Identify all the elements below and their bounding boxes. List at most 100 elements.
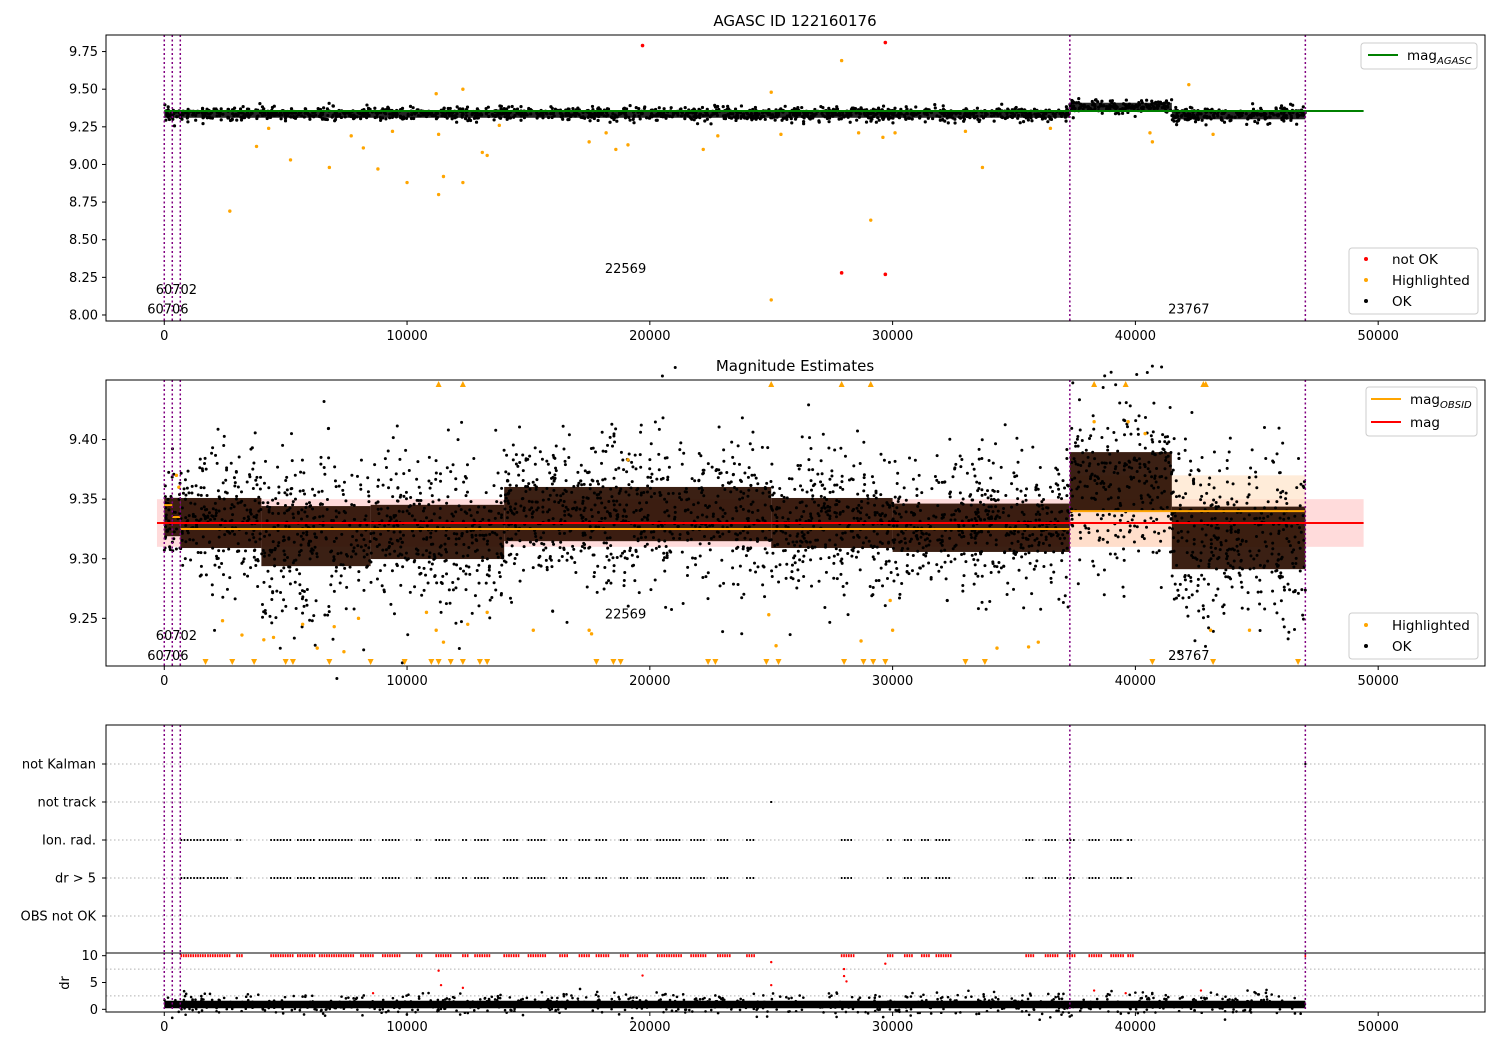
ok-point-cloud-point [560, 112, 564, 116]
ok-point-cloud-point [334, 115, 338, 119]
ok-point-cloud-point [1288, 111, 1292, 116]
ok-point-cloud-point [247, 538, 251, 542]
ok-point-cloud-point [506, 479, 510, 483]
ok-point-cloud-point [1249, 466, 1253, 470]
ok-point-cloud-point [288, 569, 292, 573]
ok-point-cloud-point [1163, 450, 1167, 454]
ok-point-cloud-point [291, 512, 295, 516]
ok-point-cloud-point [1185, 605, 1189, 609]
ok-point-cloud-point [507, 491, 511, 495]
ok-point-cloud-point [462, 543, 466, 547]
ok-point-cloud-point [237, 455, 241, 459]
ok-point-cloud-point [402, 472, 406, 476]
ok-point-cloud-point [511, 458, 515, 462]
ok-point-cloud-point [1026, 524, 1030, 528]
ok-point-cloud-point [1201, 616, 1205, 620]
ok-point-cloud-point [769, 538, 773, 542]
ok-point-cloud-point [464, 476, 468, 480]
ok-point-cloud-point [718, 584, 722, 588]
ok-point-cloud-point [503, 499, 507, 503]
ok-point-cloud-point [389, 602, 393, 606]
ok-point-cloud-point [198, 574, 202, 578]
ok-point-cloud-point [1211, 598, 1215, 602]
ok-point-cloud-point [252, 555, 256, 559]
ok-point-cloud-point [977, 530, 981, 534]
ok-point-cloud-point [612, 499, 616, 503]
ok-point-cloud-point [217, 549, 221, 553]
ok-point-cloud-point [401, 565, 405, 569]
ok-point-cloud-point [579, 463, 583, 467]
ok-point-cloud-point [801, 534, 805, 538]
ok-point-cloud-point [685, 574, 689, 578]
ok-point-cloud-point [903, 537, 907, 541]
ok-point-cloud-point [1281, 617, 1285, 621]
ok-point-cloud-point [612, 476, 616, 480]
ok-point-cloud-point [183, 478, 187, 482]
ok-point-cloud-point [541, 510, 545, 514]
ok-point-cloud-point [588, 119, 592, 123]
ok-point-cloud-point [499, 516, 503, 520]
ok-point-cloud-point [521, 469, 525, 473]
ok-point-cloud-point [1158, 440, 1162, 444]
ok-point-cloud-point [1207, 483, 1211, 487]
ok-point-cloud-point [510, 104, 514, 109]
ok-point-cloud-point [763, 117, 767, 121]
ok-point-cloud-point [689, 116, 693, 120]
ok-point-cloud-point [1063, 486, 1067, 490]
ok-point-cloud-point [1295, 112, 1299, 116]
ok-point-cloud-point [482, 537, 486, 541]
ok-point-cloud-point [761, 583, 765, 587]
ok-point-cloud-point [753, 105, 758, 110]
ok-point-cloud-point [289, 492, 293, 496]
ok-point-cloud-point [980, 574, 984, 578]
ok-point-cloud-point [749, 483, 753, 487]
ok-point-cloud-point [1168, 464, 1172, 468]
ok-point-cloud-point [352, 546, 356, 550]
ok-point-cloud-point [374, 537, 378, 541]
ok-point-cloud-point [498, 575, 502, 579]
ok-point-cloud-point [243, 503, 247, 507]
ok-point-cloud-point [570, 113, 574, 117]
ok-point-cloud-point [784, 524, 788, 528]
ok-point-cloud-point [1039, 114, 1043, 119]
ok-point-cloud-point [1196, 115, 1200, 120]
ok-point-cloud-point [1150, 99, 1154, 103]
ok-point-cloud-point [245, 111, 250, 115]
ok-point-cloud-point [879, 493, 883, 497]
ok-point-cloud-point [830, 474, 834, 478]
ok-point-cloud-point [807, 468, 811, 472]
ok-point-cloud-point [650, 112, 654, 116]
ok-point-cloud-point [1246, 607, 1250, 611]
ok-point-cloud-point [268, 505, 272, 509]
ok-point-cloud-point [1016, 530, 1020, 534]
ok-point-cloud-point [487, 568, 491, 572]
ok-point-cloud-point [947, 112, 951, 117]
ok-point-cloud-point [986, 530, 990, 534]
ok-point-cloud-point [615, 119, 619, 123]
ok-point-cloud-point [513, 507, 517, 511]
ok-point-cloud-point [398, 457, 402, 461]
ok-point-cloud-point [1012, 587, 1016, 591]
ok-point-cloud-point [1266, 122, 1270, 126]
ok-point-cloud-point [781, 116, 785, 120]
ok-point-cloud-point [604, 541, 608, 545]
ok-point-cloud-point [285, 493, 289, 497]
ok-point-cloud-point [793, 561, 797, 565]
ok-point-cloud-point [560, 554, 564, 558]
ok-point-cloud-point [388, 116, 392, 120]
ok-point-cloud-point [273, 546, 277, 550]
ok-point-cloud-point [889, 570, 893, 574]
ok-point-cloud-point [710, 523, 714, 527]
ok-point-cloud-point [296, 510, 300, 514]
ok-point-cloud-point [874, 120, 878, 124]
ok-point-cloud-point [444, 550, 448, 554]
ok-point-cloud-point [1080, 496, 1084, 500]
ok-point-cloud-point [359, 545, 363, 549]
ok-point-cloud-point [884, 562, 888, 566]
highlighted-point [480, 150, 485, 155]
ok-point-cloud-point [856, 550, 860, 554]
ok-point-cloud-point [1225, 529, 1229, 533]
not-ok-point [839, 271, 844, 275]
ok-point-cloud-point [856, 509, 860, 513]
ok-point-cloud-point [794, 506, 798, 510]
